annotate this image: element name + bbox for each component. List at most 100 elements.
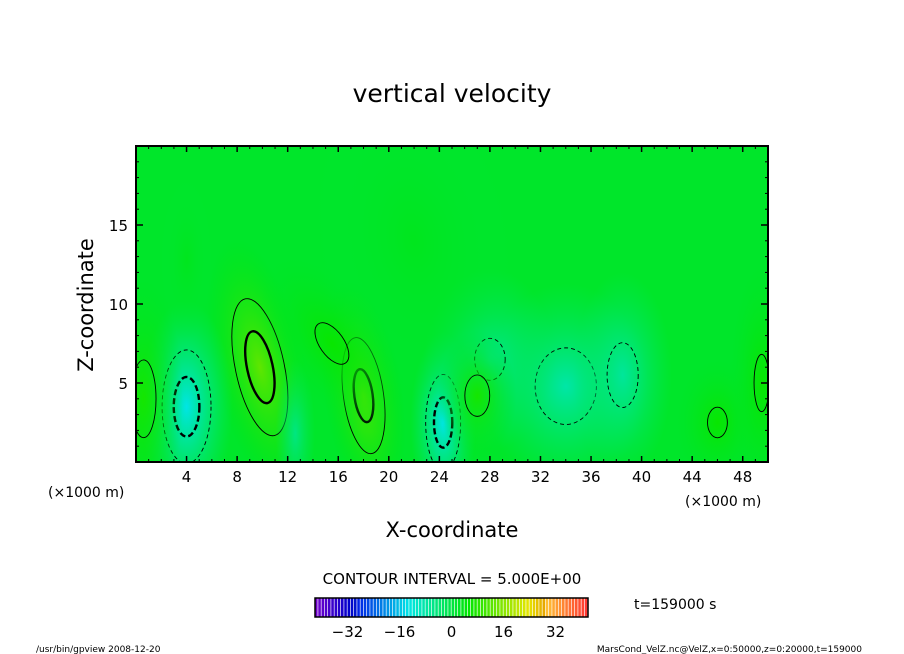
colorbar-segment [334, 598, 338, 617]
colorbar-segment [370, 598, 373, 617]
time-label: t=159000 s [634, 597, 716, 613]
colorbar-segment [402, 598, 406, 617]
field-feature [258, 254, 405, 433]
y-axis-label: Z-coordinate [74, 238, 98, 372]
footer-right: MarsCond_VelZ.nc@VelZ,x=0:50000,z=0:2000… [597, 645, 862, 654]
contour-line [707, 406, 728, 439]
colorbar-segment [441, 598, 445, 617]
colorbar-segment [328, 598, 331, 617]
contour-line [136, 359, 157, 439]
contour-line [172, 375, 201, 438]
chart-title: vertical velocity [353, 79, 552, 108]
contour-line [244, 330, 276, 405]
x-tick-label: 28 [480, 468, 499, 486]
x-unit-label-left: (×1000 m) [48, 485, 124, 501]
colorbar-segment [497, 598, 500, 617]
x-tick-label: 8 [232, 468, 242, 486]
colorbar-tick-label: −16 [384, 623, 416, 641]
colorbar-segment [445, 598, 448, 617]
colorbar-segment [367, 598, 370, 617]
y-tick-label: 5 [118, 375, 128, 393]
colorbar-segment [448, 598, 451, 617]
colorbar-tick-label: 0 [447, 623, 457, 641]
colorbar-segment [467, 598, 471, 617]
colorbar-segment [321, 598, 325, 617]
colorbar-tick-label: 16 [494, 623, 513, 641]
colorbar-segment [532, 598, 536, 617]
colorbar-segment [451, 598, 455, 617]
colorbar-frame [314, 597, 589, 618]
colorbar-segment [354, 598, 357, 617]
colorbar-segment [575, 598, 578, 617]
colorbar-segment [562, 598, 565, 617]
y-tick-label: 15 [109, 217, 128, 235]
x-tick-label: 44 [683, 468, 702, 486]
colorbar-segment [487, 598, 490, 617]
colorbar-segment [490, 598, 494, 617]
colorbar-segment [425, 598, 429, 617]
colorbar-segment [337, 598, 341, 617]
colorbar-segment [357, 598, 360, 617]
colorbar-segment [318, 598, 321, 617]
field-feature [275, 359, 315, 462]
field-feature [312, 146, 516, 404]
colorbar-segment [529, 598, 533, 617]
colorbar-segment [331, 598, 334, 617]
x-tick-label: 36 [581, 468, 600, 486]
colorbar-segment [477, 598, 481, 617]
colorbar-segment [396, 598, 399, 617]
x-tick-label: 48 [733, 468, 752, 486]
colorbar-segment [386, 598, 390, 617]
colorbar-segment [523, 598, 526, 617]
x-axis-label: X-coordinate [386, 518, 519, 542]
colorbar-segment [380, 598, 383, 617]
colorbar-segment [438, 598, 442, 617]
x-tick-label: 20 [379, 468, 398, 486]
colorbar-segment [422, 598, 425, 617]
x-tick-label: 12 [278, 468, 297, 486]
colorbar-segment [458, 598, 461, 617]
colorbar-segment [419, 598, 422, 617]
colorbar-segment [500, 598, 503, 617]
colorbar-segment [360, 598, 364, 617]
colorbar-segment [536, 598, 539, 617]
colorbar-segment [435, 598, 438, 617]
colorbar-segment [474, 598, 477, 617]
x-unit-label-right: (×1000 m) [685, 494, 761, 510]
colorbar-segment [568, 598, 572, 617]
colorbar-segment [399, 598, 403, 617]
colorbar-segment [432, 598, 435, 617]
colorbar-segment [584, 598, 588, 617]
colorbar-segment [578, 598, 581, 617]
colorbar-segment [513, 598, 516, 617]
colorbar-segment [464, 598, 468, 617]
colorbar-segment [480, 598, 484, 617]
colorbar-segment [510, 598, 513, 617]
contour-line [314, 322, 350, 365]
colorbar-segment [581, 598, 585, 617]
footer-left: /usr/bin/gpview 2008-12-20 [36, 645, 161, 654]
contour-interval-label: CONTOUR INTERVAL = 5.000E+00 [323, 570, 582, 588]
colorbar-tick-label: −32 [332, 623, 364, 641]
colorbar-segment [542, 598, 546, 617]
colorbar: −32 −16 0 16 32 [314, 597, 589, 641]
colorbar-segment [549, 598, 552, 617]
colorbar-segment [526, 598, 529, 617]
colorbar-segment [347, 598, 351, 617]
colorbar-tick-label: 32 [546, 623, 565, 641]
colorbar-segment [454, 598, 458, 617]
colorbar-segment [503, 598, 507, 617]
x-tick-label: 24 [430, 468, 449, 486]
colorbar-segment [428, 598, 432, 617]
plot-area [136, 146, 768, 462]
colorbar-segment [519, 598, 523, 617]
contour-line [606, 342, 639, 408]
colorbar-segment [552, 598, 555, 617]
colorbar-segment [409, 598, 412, 617]
colorbar-segment [506, 598, 510, 617]
colorbar-segment [344, 598, 347, 617]
contour-line [161, 349, 212, 462]
colorbar-segment [389, 598, 393, 617]
